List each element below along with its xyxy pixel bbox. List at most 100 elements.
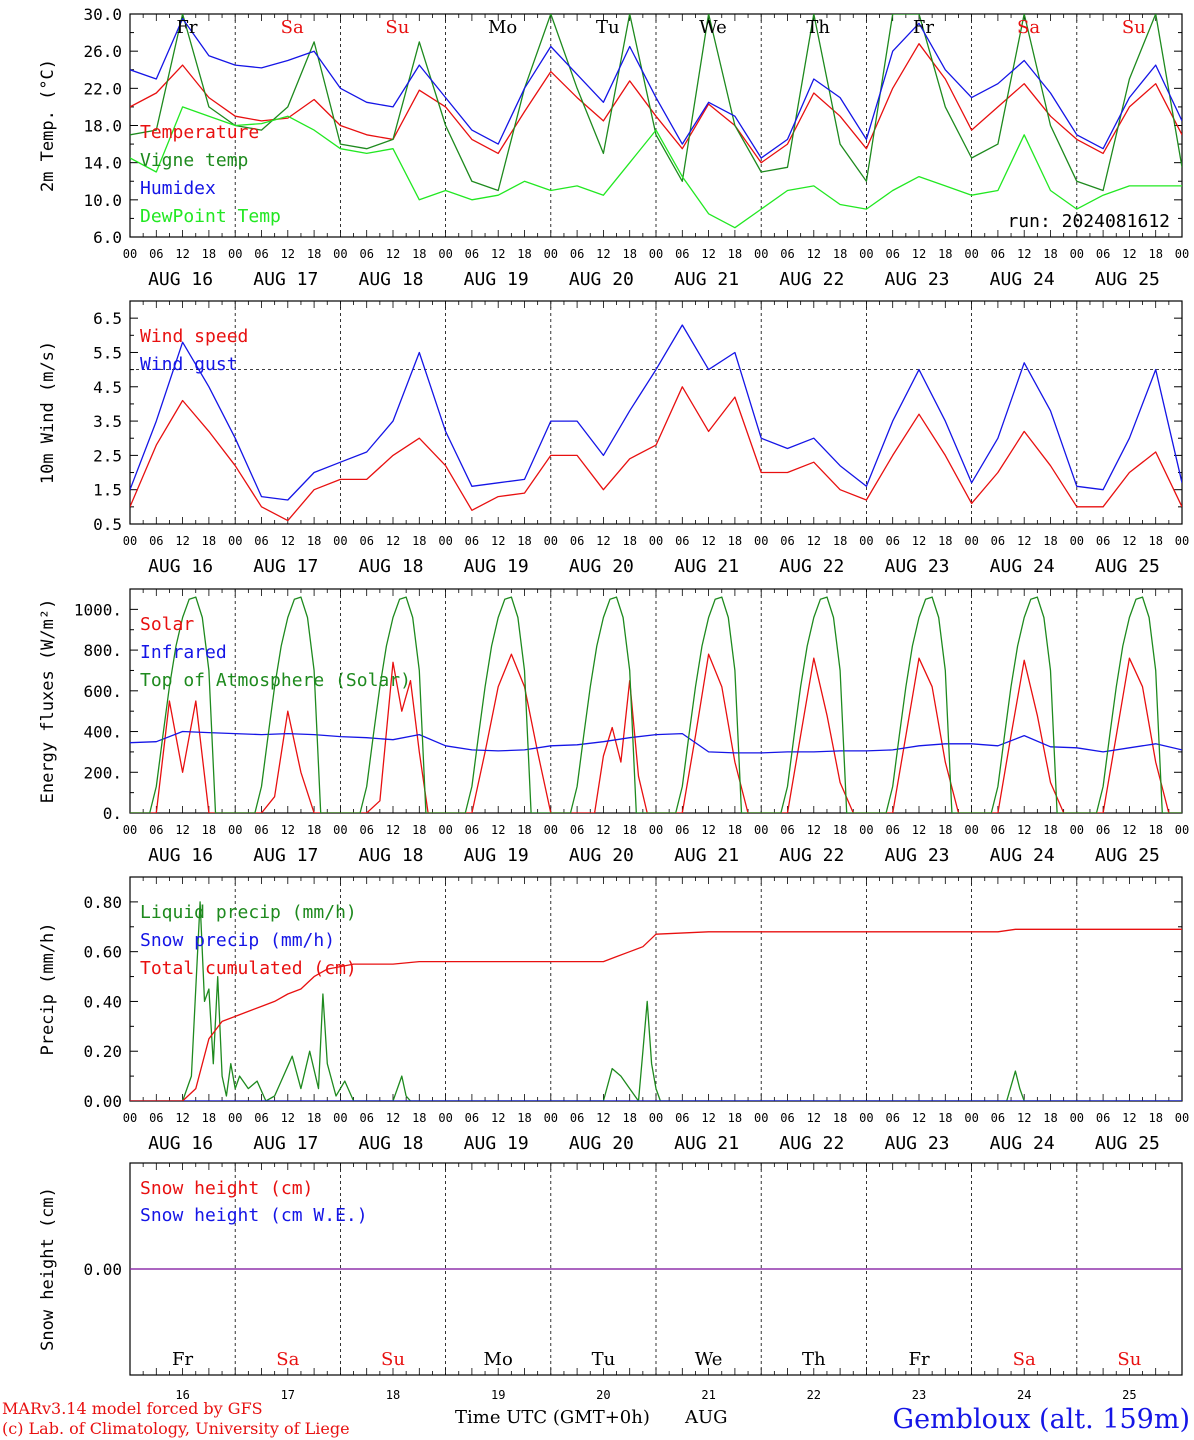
hour-tick-label: 06 [254, 823, 268, 837]
hour-tick-label: 12 [1122, 823, 1136, 837]
date-label: AUG 21 [674, 269, 739, 290]
y-tick-label: 4.5 [93, 378, 122, 397]
panel-2: 0.5 1.5 2.5 3.5 4.5 5.5 6.5 10m Wind (m/s) Wind … [38, 300, 1189, 577]
day-name-top: Su [1122, 17, 1146, 38]
y-tick-label: 6.5 [93, 309, 122, 328]
panel-frame [129, 300, 1183, 525]
legend-entry: Wind speed [140, 326, 248, 347]
series-line-dewpoint-temp [130, 106, 1182, 229]
hour-tick-label: 06 [149, 247, 163, 261]
hour-tick-label: 18 [1043, 247, 1057, 261]
series-line-vigne-temp [130, 14, 1182, 192]
hour-tick-label: 12 [701, 534, 715, 548]
y-axis-label: 10m Wind (m/s) [38, 341, 58, 484]
hour-tick-label: 18 [938, 534, 952, 548]
date-label: AUG 21 [674, 845, 739, 866]
hour-tick-label: 00 [228, 534, 242, 548]
hour-tick-label: 06 [885, 823, 899, 837]
hour-tick-label: 00 [649, 823, 663, 837]
panel-frame [129, 588, 1183, 814]
hour-tick-label: 18 [517, 1111, 531, 1125]
hour-tick-label: 18 [1148, 823, 1162, 837]
series-line-humidex [130, 17, 1182, 159]
hour-tick-label: 00 [333, 247, 347, 261]
date-label: AUG 23 [884, 269, 949, 290]
hour-tick-label: 12 [491, 823, 505, 837]
hour-tick-label: 00 [754, 1111, 768, 1125]
hour-tick-label: 06 [885, 1111, 899, 1125]
series-line-temperature [130, 43, 1182, 164]
hour-tick-label: 00 [964, 823, 978, 837]
hour-tick-label: 12 [491, 534, 505, 548]
hour-tick-label: 00 [649, 534, 663, 548]
hour-tick-label: 06 [780, 247, 794, 261]
hour-tick-label: 00 [964, 534, 978, 548]
hour-tick-label: 00 [544, 823, 558, 837]
day-number: 20 [596, 1388, 610, 1402]
y-tick-label: 1.5 [93, 481, 122, 500]
hour-tick-label: 18 [517, 534, 531, 548]
hour-tick-label: 06 [570, 823, 584, 837]
y-axis-label: 2m Temp. (°C) [38, 59, 58, 192]
date-label: AUG 23 [884, 556, 949, 577]
hour-tick-label: 00 [964, 1111, 978, 1125]
day-name-top: Sa [1017, 17, 1040, 38]
date-label: AUG 20 [569, 845, 634, 866]
hour-tick-label: 18 [1148, 534, 1162, 548]
hour-tick-label: 06 [991, 823, 1005, 837]
hour-tick-label: 12 [175, 247, 189, 261]
date-label: AUG 17 [253, 845, 318, 866]
hour-tick-label: 18 [622, 823, 636, 837]
hour-tick-label: 00 [123, 823, 137, 837]
hour-tick-label: 00 [438, 823, 452, 837]
day-number: 22 [807, 1388, 821, 1402]
hour-tick-label: 00 [123, 1111, 137, 1125]
hour-tick-label: 06 [465, 534, 479, 548]
hour-tick-label: 00 [544, 534, 558, 548]
hour-tick-label: 12 [491, 247, 505, 261]
hour-tick-label: 12 [701, 247, 715, 261]
hour-tick-label: 00 [1070, 534, 1084, 548]
hour-tick-label: 06 [675, 823, 689, 837]
hour-tick-label: 18 [1043, 823, 1057, 837]
y-tick-label: 0. [103, 804, 122, 823]
hour-tick-label: 00 [228, 1111, 242, 1125]
day-name-bottom: Fr [908, 1349, 929, 1370]
hour-tick-label: 06 [991, 534, 1005, 548]
hour-tick-label: 06 [254, 534, 268, 548]
hour-tick-label: 12 [912, 247, 926, 261]
series-line-wind-gust [130, 324, 1182, 501]
copyright: (c) Lab. of Climatology, University of L… [2, 1419, 350, 1438]
hour-tick-label: 00 [333, 534, 347, 548]
hour-tick-label: 18 [202, 1111, 216, 1125]
hour-tick-label: 18 [517, 247, 531, 261]
hour-tick-label: 12 [912, 1111, 926, 1125]
date-label: AUG 25 [1095, 556, 1160, 577]
hour-tick-label: 18 [833, 823, 847, 837]
hour-tick-label: 06 [885, 247, 899, 261]
hour-tick-label: 18 [1043, 1111, 1057, 1125]
y-axis-label: Snow height (cm) [38, 1187, 58, 1351]
y-tick-label: 26.0 [83, 42, 122, 61]
y-tick-label: 200. [83, 763, 122, 782]
y-tick-label: 30.0 [83, 5, 122, 24]
legend-entry: Infrared [140, 642, 227, 663]
hour-tick-label: 18 [938, 247, 952, 261]
hour-tick-label: 12 [807, 1111, 821, 1125]
hour-tick-label: 18 [728, 823, 742, 837]
date-label: AUG 24 [990, 845, 1055, 866]
day-number: 24 [1017, 1388, 1031, 1402]
station-name: Gembloux (alt. 159m) [893, 1404, 1190, 1435]
date-label: AUG 17 [253, 269, 318, 290]
hour-tick-label: 00 [1175, 534, 1189, 548]
day-name-top: Fr [913, 17, 934, 38]
hour-tick-label: 12 [386, 534, 400, 548]
date-label: AUG 25 [1095, 269, 1160, 290]
run-annotation: run: 2024081612 [1007, 211, 1170, 232]
day-name-bottom: Su [1117, 1349, 1141, 1370]
hour-tick-label: 12 [175, 1111, 189, 1125]
day-number: 18 [386, 1388, 400, 1402]
date-label: AUG 19 [464, 845, 529, 866]
hour-tick-label: 06 [465, 823, 479, 837]
